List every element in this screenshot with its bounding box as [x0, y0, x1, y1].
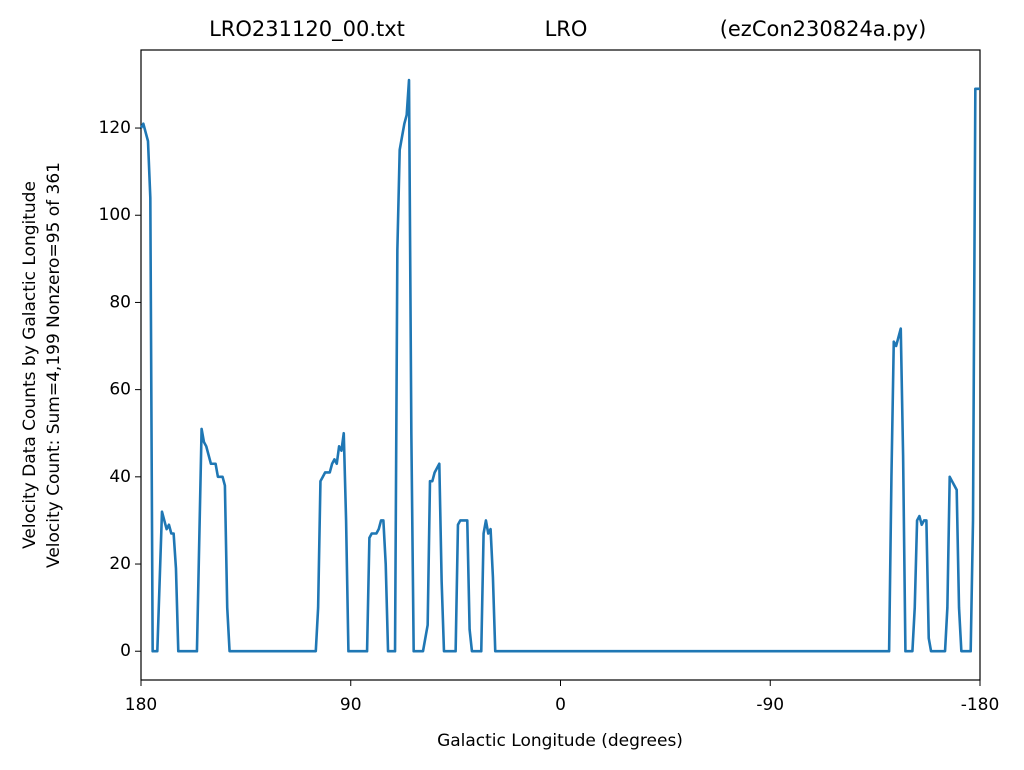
- data-line: [139, 78, 980, 653]
- title-left: LRO231120_00.txt: [209, 17, 405, 42]
- title-center: LRO: [545, 17, 588, 41]
- y-tick-label: 40: [109, 467, 131, 487]
- x-tick-label: 90: [340, 695, 362, 715]
- plot-frame: [140, 49, 981, 681]
- x-axis-label: Galactic Longitude (degrees): [437, 731, 683, 751]
- x-tick-label: 180: [125, 695, 157, 715]
- x-tick-label: -90: [756, 695, 784, 715]
- x-tick-label: -180: [961, 695, 1000, 715]
- y-tick-label: 120: [99, 118, 131, 138]
- y-tick-label: 0: [120, 641, 131, 661]
- y-axis-label: Velocity Count: Sum=4,199 Nonzero=95 of …: [44, 162, 64, 568]
- x-tick-label: 0: [555, 695, 566, 715]
- y-tick-label: 100: [99, 205, 131, 225]
- title-right: (ezCon230824a.py): [720, 17, 927, 41]
- y-tick-label: 20: [109, 554, 131, 574]
- y-tick-label: 80: [109, 292, 131, 312]
- y-tick-label: 60: [109, 380, 131, 400]
- y-axis-label: Velocity Data Counts by Galactic Longitu…: [20, 181, 40, 549]
